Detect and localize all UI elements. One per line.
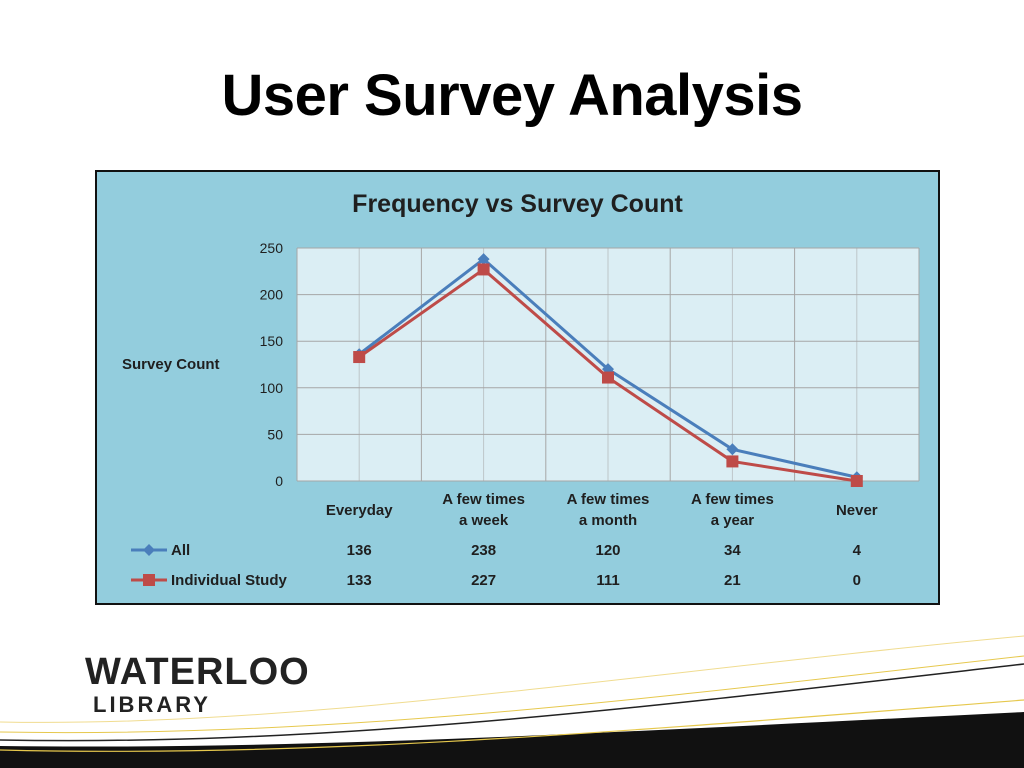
x-tick-label: Everyday	[326, 502, 393, 519]
chart-frame: Frequency vs Survey Count Survey Count 0…	[95, 170, 940, 605]
data-table-value: 120	[595, 542, 620, 559]
logo-line1: WATERLOO	[85, 651, 310, 693]
legend-label: All	[171, 542, 190, 559]
chart-title: Frequency vs Survey Count	[352, 190, 683, 218]
data-table-value: 111	[596, 572, 619, 589]
data-point	[726, 455, 739, 468]
x-tick-label: Never	[836, 502, 878, 519]
y-tick-label: 200	[260, 287, 284, 303]
x-tick-label: A few times a month	[567, 491, 650, 529]
data-table-value: 21	[724, 572, 741, 589]
y-tick-label: 0	[275, 473, 283, 489]
y-tick-label: 150	[260, 333, 284, 349]
x-tick-label: A few times a week	[442, 491, 525, 529]
data-point	[477, 253, 490, 266]
y-axis-label: Survey Count	[122, 356, 220, 373]
y-tick-label: 50	[267, 426, 283, 442]
legend-marker	[143, 544, 155, 556]
y-tick-label: 250	[260, 240, 284, 256]
data-table-value: 136	[347, 542, 372, 559]
legend-marker	[143, 574, 155, 586]
decorative-swoosh	[0, 635, 1024, 768]
data-point	[726, 443, 739, 456]
line-chart: 0 50 100 150 200 250 Everyday A few times a week…	[131, 240, 920, 589]
legend-label: Individual Study	[171, 572, 287, 589]
data-table-value: 227	[471, 572, 496, 589]
slide-title: User Survey Analysis	[221, 63, 803, 128]
data-table-value: 4	[853, 542, 862, 559]
data-point	[602, 371, 614, 384]
waterloo-library-logo: WATERLOO LIBRARY	[85, 653, 310, 717]
data-table-value: 133	[347, 572, 372, 589]
data-point	[850, 475, 863, 487]
y-tick-label: 100	[260, 380, 284, 396]
data-table-value: 34	[724, 542, 741, 559]
logo-line2: LIBRARY	[93, 692, 211, 717]
x-tick-label: A few times a year	[691, 491, 774, 529]
data-point	[353, 351, 366, 364]
data-table-value: 0	[853, 572, 861, 589]
data-table-value: 238	[471, 542, 496, 559]
data-point	[477, 263, 490, 276]
